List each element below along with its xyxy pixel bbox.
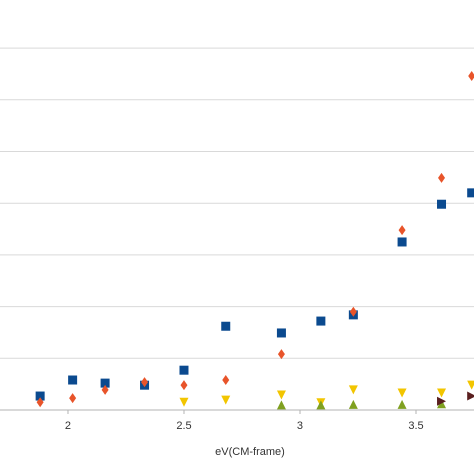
point <box>180 380 188 391</box>
point <box>179 365 189 375</box>
point <box>69 393 77 404</box>
point <box>100 378 110 388</box>
point <box>221 395 231 405</box>
point <box>468 71 474 82</box>
point <box>141 377 149 388</box>
point <box>397 237 407 247</box>
point <box>437 399 447 409</box>
point <box>348 385 358 395</box>
x-tick-label: 2 <box>65 420 71 432</box>
point <box>35 391 45 401</box>
x-tick-label: 2.5 <box>176 420 191 432</box>
point <box>467 391 474 401</box>
point <box>276 328 286 338</box>
point <box>467 380 474 390</box>
point <box>36 397 44 408</box>
point <box>276 390 286 400</box>
x-tick-label: 3.5 <box>408 420 423 432</box>
point <box>222 375 230 386</box>
x-axis-title: eV(CM-frame) <box>215 446 285 458</box>
point <box>221 321 231 331</box>
point <box>316 400 326 410</box>
point <box>437 388 447 398</box>
point <box>397 399 407 409</box>
point <box>277 349 285 360</box>
x-tick-label: 3 <box>297 420 303 432</box>
point <box>437 199 447 209</box>
point <box>179 397 189 407</box>
point <box>68 375 78 385</box>
point <box>398 225 406 236</box>
point <box>348 399 358 409</box>
point <box>438 172 446 183</box>
point <box>276 400 286 410</box>
point <box>349 306 357 317</box>
point <box>397 388 407 398</box>
point <box>316 316 326 326</box>
point <box>467 188 474 198</box>
point <box>101 384 109 395</box>
point <box>437 396 447 406</box>
